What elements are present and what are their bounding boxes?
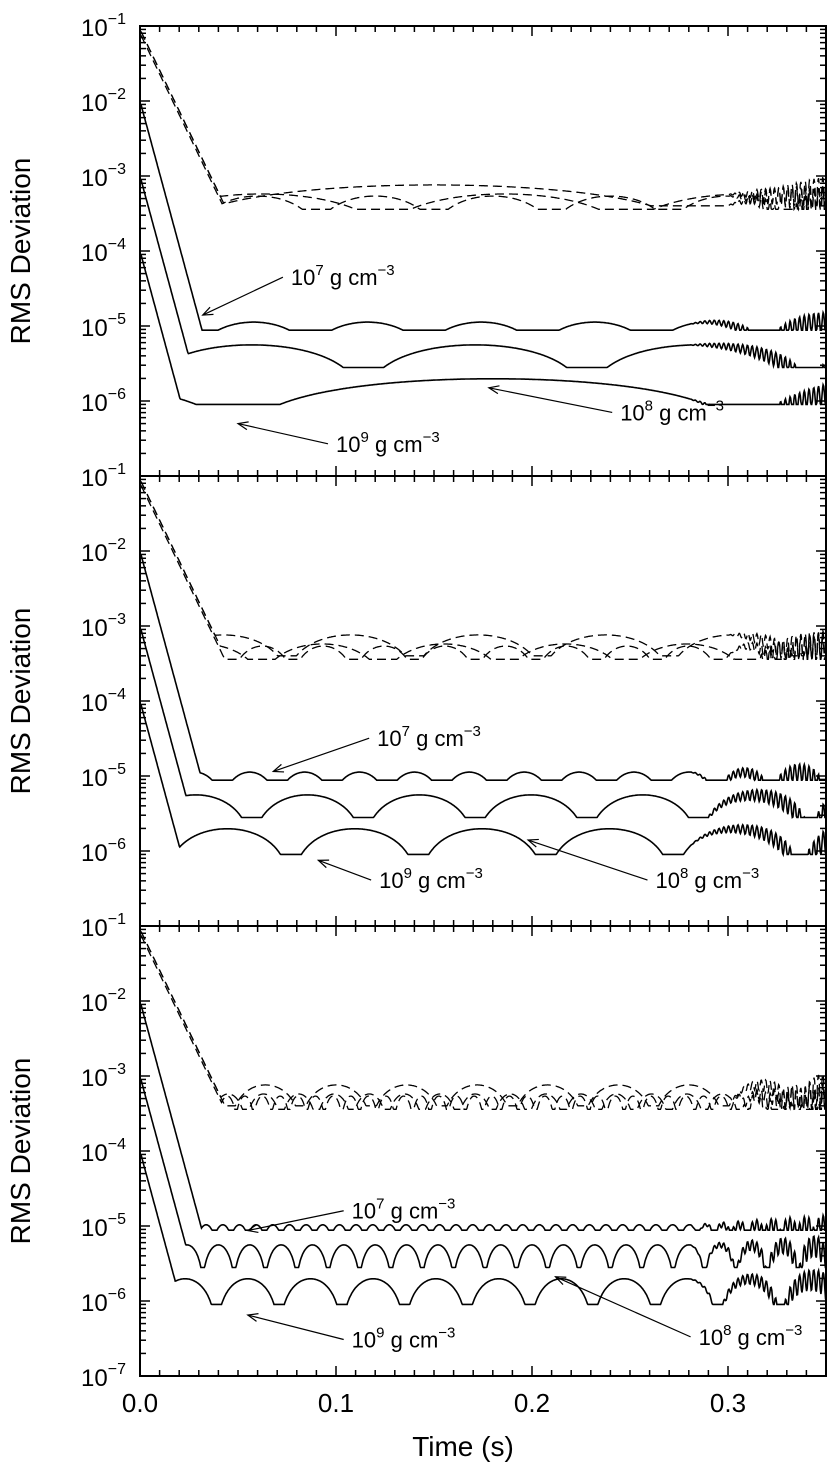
annotation-label-a8: 108 g cm−3 [699,1322,803,1350]
series-line-solid-108 [141,179,825,370]
series-line-solid-109 [141,704,825,858]
y-tick-label: 10−6 [81,1286,126,1317]
annotation-arrowhead-a9 [246,1313,259,1322]
series-line-solid-107 [141,1004,825,1232]
series-line-solid-109 [141,254,825,406]
series-line-solid-107 [141,554,825,782]
annotation-arrow-a7 [202,276,284,316]
annotation-label-a7: 107 g cm−3 [352,1196,456,1224]
y-tick-label: 10−4 [81,1136,126,1167]
series-line-dashed-108 [141,481,825,662]
series-line-dashed-108 [141,931,825,1111]
series-line-solid-108 [141,1079,825,1269]
x-tick-label: 0.3 [710,1388,746,1418]
series-line-dashed-109 [141,931,825,1107]
curves-group [141,931,825,1306]
annotation-arrow-a8 [555,1276,691,1338]
y-tick-label: 10−7 [81,1361,126,1392]
y-axis-label: RMS Deviation [5,1058,36,1245]
y-tick-label: 10−4 [81,686,126,717]
middle-panel: 10−1 10−2 10−3 10−4 10−5 10−6 RMS Deviation 107… [5,461,827,927]
annotation-arrowhead-a8 [526,838,539,848]
annotation-arrow-a7 [247,1210,344,1232]
y-axis-label: RMS Deviation [5,608,36,795]
annotation-arrowhead-a9 [316,859,330,869]
y-tick-label: 10−4 [81,236,126,267]
y-tick-label: 10−5 [81,311,126,342]
bottom-panel: 10−1 10−2 10−3 10−4 10−5 10−6 10−7 RMS Deviatio… [5,911,827,1462]
series-line-dashed-109 [141,481,825,658]
annotation-arrowhead-a7 [271,763,285,773]
annotation-label-a8: 108 g cm−3 [655,865,759,893]
annotation-arrowhead-a9 [236,421,249,431]
annotation-label-a7: 107 g cm−3 [377,723,481,751]
curves-group [141,31,825,406]
y-axis-label: RMS Deviation [5,158,36,345]
y-tick-label: 10−1 [81,911,126,942]
annotation-label-a9: 109 g cm−3 [352,1324,456,1352]
annotation-arrowhead-a8 [554,1276,567,1285]
series-line-dashed-107 [141,935,825,1111]
annotation-arrow-a8 [527,839,648,881]
x-tick-label: 0.1 [318,1388,354,1418]
y-tick-label: 10−5 [81,1211,126,1242]
x-tick-label: 0.2 [514,1388,550,1418]
y-tick-label: 10−5 [81,761,126,792]
y-tick-label: 10−2 [81,536,126,567]
y-tick-label: 10−3 [81,611,126,642]
y-tick-label: 10−1 [81,11,126,42]
series-line-dashed-108 [141,31,825,212]
series-line-solid-109 [141,1154,825,1306]
series-line-solid-108 [141,629,825,819]
y-tick-label: 10−3 [81,161,126,192]
y-tick-label: 10−1 [81,461,126,492]
y-tick-label: 10−3 [81,1061,126,1092]
annotation-arrow-a9 [247,1314,344,1341]
series-line-dashed-107 [141,485,825,662]
annotation-label-a9: 109 g cm−3 [336,429,440,457]
top-panel: 10−1 10−2 10−3 10−4 10−5 10−6 RMS Deviation 107… [5,11,827,477]
annotation-arrowhead-a8 [487,385,500,395]
annotation-label-a8: 108 g cm−3 [620,397,724,425]
annotation-arrow-a7 [273,737,370,773]
annotation-arrow-a8 [488,387,613,414]
series-line-solid-107 [141,104,825,332]
curves-group [141,481,825,858]
y-tick-label: 10−6 [81,386,126,417]
annotation-arrowhead-a7 [246,1224,259,1234]
y-tick-label: 10−2 [81,986,126,1017]
x-tick-label: 0.0 [122,1388,158,1418]
annotation-label-a9: 109 g cm−3 [379,865,483,893]
x-axis-label: Time (s) [412,1431,514,1462]
series-line-dashed-107 [141,35,825,210]
plot-frame [139,925,827,1377]
annotation-arrowhead-a7 [201,306,214,316]
annotation-label-a7: 107 g cm−3 [291,262,395,290]
series-line-dashed-109 [141,31,825,207]
y-tick-label: 10−6 [81,836,126,867]
annotation-arrow-a9 [237,422,329,445]
annotation-arrow-a9 [318,859,372,881]
plot-frame [139,475,827,927]
y-tick-label: 10−2 [81,86,126,117]
